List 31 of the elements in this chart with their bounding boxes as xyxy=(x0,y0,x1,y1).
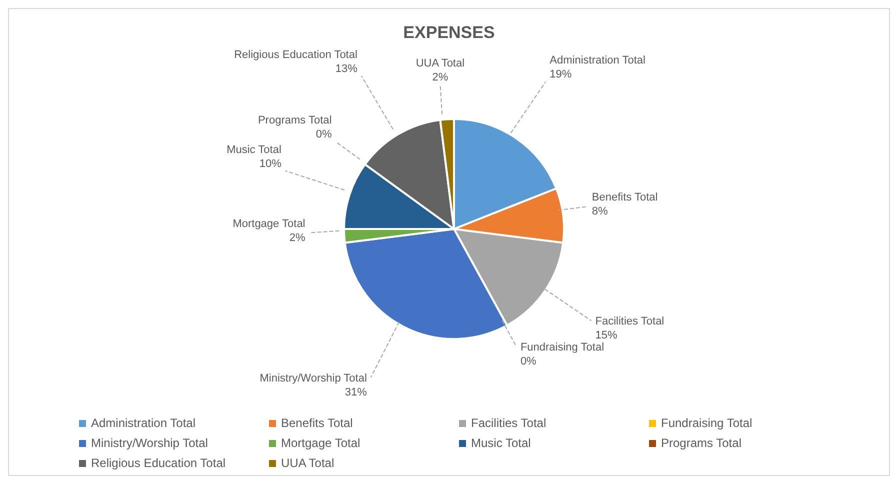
slice-label: Facilities Total xyxy=(595,316,664,328)
slice-label: Administration Total xyxy=(550,54,646,67)
legend-label: Music Total xyxy=(471,436,531,450)
legend-label: Administration Total xyxy=(91,416,196,430)
data-label: 31% xyxy=(344,386,368,398)
legend-label: Ministry/Worship Total xyxy=(91,436,208,450)
slice-label: UUA Total xyxy=(416,57,465,70)
legend-label: UUA Total xyxy=(281,456,334,470)
slice-label: Religious Education Total xyxy=(234,48,358,61)
data-label: 2% xyxy=(289,232,306,244)
category-label: Programs Total xyxy=(258,114,332,127)
data-label: 13% xyxy=(335,62,358,75)
text: 0% xyxy=(520,356,536,368)
legend-label: Benefits Total xyxy=(281,416,353,430)
text: 0% xyxy=(316,128,332,141)
slice-label: Benefits Total xyxy=(592,191,658,204)
legend-label: Mortgage Total xyxy=(281,436,360,450)
slice-label: Music Total xyxy=(226,144,282,156)
data-label: 2% xyxy=(432,71,448,84)
data-label: 19% xyxy=(550,68,572,81)
slice-label: Mortgage Total xyxy=(232,218,306,230)
data-label: 15% xyxy=(595,330,618,342)
legend-label: Facilities Total xyxy=(471,416,546,430)
chart-title: EXPENSES xyxy=(402,23,496,43)
slice-label: Ministry/Worship Total xyxy=(260,372,367,384)
legend-label: Religious Education Total xyxy=(91,456,226,470)
data-label: 8% xyxy=(592,205,608,218)
legend-label: Programs Total xyxy=(661,436,742,450)
category-label: Fundraising Total xyxy=(520,342,604,354)
legend-label: Fundraising Total xyxy=(661,416,752,430)
data-label: 10% xyxy=(259,158,282,170)
